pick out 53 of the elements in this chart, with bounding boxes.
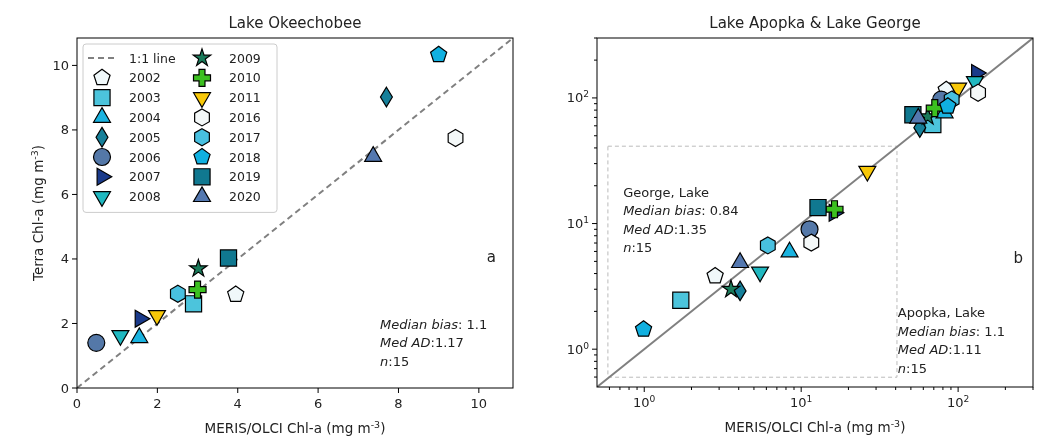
legend-label: 2004 bbox=[129, 109, 161, 125]
legend-label: 2007 bbox=[129, 169, 161, 185]
x-axis-title: MERIS/OLCI Chl-a (mg m$^{-3}$) bbox=[204, 418, 386, 436]
chart-title: Lake Apopka & Lake George bbox=[709, 14, 921, 32]
point bbox=[188, 280, 207, 299]
point bbox=[189, 258, 208, 277]
y-tick-label: 6 bbox=[60, 186, 69, 202]
point bbox=[87, 333, 106, 352]
annotation: b bbox=[1013, 249, 1023, 268]
point bbox=[219, 249, 238, 267]
y-tick-label: 2 bbox=[60, 315, 69, 331]
chart-title: Lake Okeechobee bbox=[228, 14, 362, 32]
x-tick-label: 10$^{0}$ bbox=[633, 394, 656, 410]
legend-label: 2010 bbox=[229, 70, 261, 86]
legend-label: 2011 bbox=[229, 90, 261, 106]
annotation: a bbox=[486, 248, 497, 266]
legend-label: 2020 bbox=[229, 189, 261, 205]
x-tick-label: 4 bbox=[233, 396, 242, 411]
x-tick-label: 10$^{1}$ bbox=[790, 394, 813, 410]
x-tick-label: 6 bbox=[313, 396, 323, 411]
x-axis-title: MERIS/OLCI Chl-a (mg m$^{-3}$) bbox=[724, 417, 906, 435]
legend-label: 2008 bbox=[129, 189, 161, 205]
y-tick-label: 10$^{2}$ bbox=[566, 89, 589, 106]
legend-label: 2003 bbox=[129, 90, 161, 106]
legend-label: 2018 bbox=[229, 149, 261, 165]
legend-label: 2016 bbox=[229, 109, 261, 125]
legend-label: 2009 bbox=[229, 50, 261, 66]
legend-label: 2019 bbox=[229, 169, 261, 185]
x-tick-label: 8 bbox=[394, 396, 403, 411]
y-tick-label: 4 bbox=[60, 251, 69, 267]
legend-label: 2017 bbox=[229, 129, 261, 145]
point bbox=[184, 295, 203, 313]
y-tick-label: 8 bbox=[60, 122, 69, 138]
y-tick-label: 10 bbox=[52, 57, 69, 73]
y-tick-label: 0 bbox=[60, 380, 69, 396]
text: Apopka, Lake Median bias: 1.1 Med AD:1.11 n:15 bbox=[897, 305, 1006, 376]
legend-label: 2005 bbox=[129, 129, 161, 145]
x-tick-label: 2 bbox=[153, 396, 162, 411]
legend-label: 2006 bbox=[129, 149, 161, 165]
legend-label: 1:1 line bbox=[129, 50, 176, 66]
point bbox=[227, 285, 245, 302]
point bbox=[169, 284, 186, 303]
point bbox=[130, 327, 149, 344]
point bbox=[429, 45, 448, 63]
text: Median bias: 1.1 Med AD:1.17 n:15 bbox=[380, 316, 488, 369]
y-tick-label: 10$^{0}$ bbox=[566, 340, 590, 357]
x-tick-label: 10 bbox=[470, 396, 488, 411]
x-tick-label: 10$^{2}$ bbox=[946, 394, 970, 410]
text: George, Lake Median bias: 0.84 Med AD:1.35 n:15 bbox=[623, 184, 739, 256]
legend-label: 2002 bbox=[129, 70, 161, 86]
x-tick-label: 0 bbox=[72, 396, 82, 411]
y-tick-label: 10$^{1}$ bbox=[566, 215, 589, 232]
point bbox=[447, 128, 464, 148]
